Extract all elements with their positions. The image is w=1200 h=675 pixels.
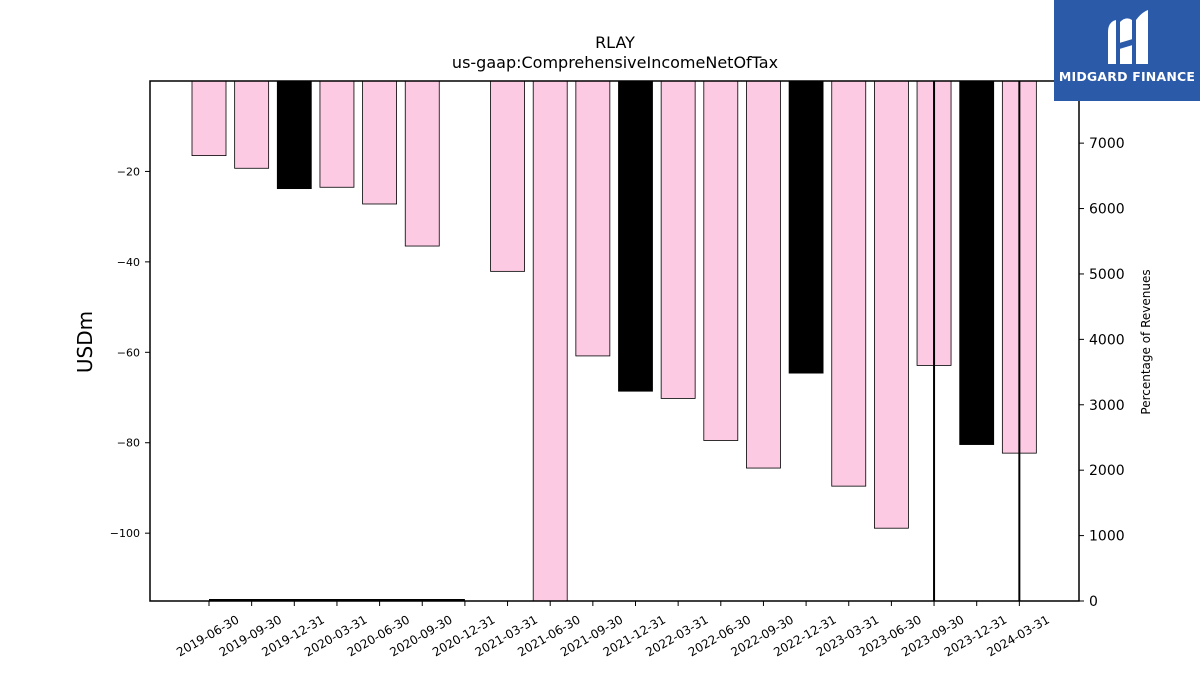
bar-2021-12-31 xyxy=(618,80,653,392)
brand-mark-icon xyxy=(1108,10,1148,64)
bar-2022-06-30 xyxy=(703,80,739,441)
y2-tick-label: 2000 xyxy=(1089,463,1125,479)
bar-2023-06-30 xyxy=(874,80,909,529)
y2-axis-label: Percentage of Revenues xyxy=(1139,269,1153,414)
y2-tick-label: 4000 xyxy=(1089,332,1125,348)
y2-tick-label: 3000 xyxy=(1089,398,1125,414)
y-tick-label: −100 xyxy=(110,527,140,540)
y2-tick-label: 1000 xyxy=(1089,529,1125,545)
percent-lines-group xyxy=(209,81,1021,601)
bar-2023-12-31 xyxy=(959,80,995,445)
bar-2020-09-30 xyxy=(404,80,440,247)
bar-2020-03-31 xyxy=(319,80,355,188)
y-tick-label: −40 xyxy=(117,256,140,269)
brand-logo: MIDGARD FINANCE xyxy=(1054,0,1200,101)
chart-title: RLAY xyxy=(595,33,635,52)
bar-2020-06-30 xyxy=(362,80,398,205)
bar-2022-03-31 xyxy=(660,80,696,399)
y2-tick-label: 6000 xyxy=(1089,202,1125,218)
y2-tick-label: 0 xyxy=(1089,594,1098,610)
bar-group xyxy=(191,80,1037,602)
y2-tick-label: 5000 xyxy=(1089,267,1125,283)
y-axis-ticks: −20 −40 −60 −80 −100 xyxy=(110,165,150,540)
y-tick-label: −80 xyxy=(117,437,140,450)
x-axis-ticks: 2019-06-302019-09-302019-12-312020-03-31… xyxy=(174,601,1052,659)
bar-2022-09-30 xyxy=(746,80,781,469)
bar-2019-06-30 xyxy=(191,80,227,157)
y-axis-label: USDm xyxy=(73,311,97,373)
y2-axis-ticks: 0 1000 2000 3000 4000 5000 6000 7000 xyxy=(1079,136,1125,610)
y-tick-label: −20 xyxy=(117,165,140,178)
brand-name: MIDGARD FINANCE xyxy=(1058,69,1196,84)
bar-2021-03-31 xyxy=(490,80,525,272)
bar-2021-06-30 xyxy=(532,80,568,602)
chart-subtitle: us-gaap:ComprehensiveIncomeNetOfTax xyxy=(452,53,778,72)
bar-2021-09-30 xyxy=(575,80,611,357)
bar-2019-09-30 xyxy=(234,80,270,169)
bar-2022-12-31 xyxy=(788,80,824,374)
bar-2019-12-31 xyxy=(276,80,312,190)
y2-tick-label: 7000 xyxy=(1089,136,1125,152)
plot-frame xyxy=(149,80,1080,602)
y-tick-label: −60 xyxy=(117,346,140,359)
bar-2023-03-31 xyxy=(831,80,867,487)
